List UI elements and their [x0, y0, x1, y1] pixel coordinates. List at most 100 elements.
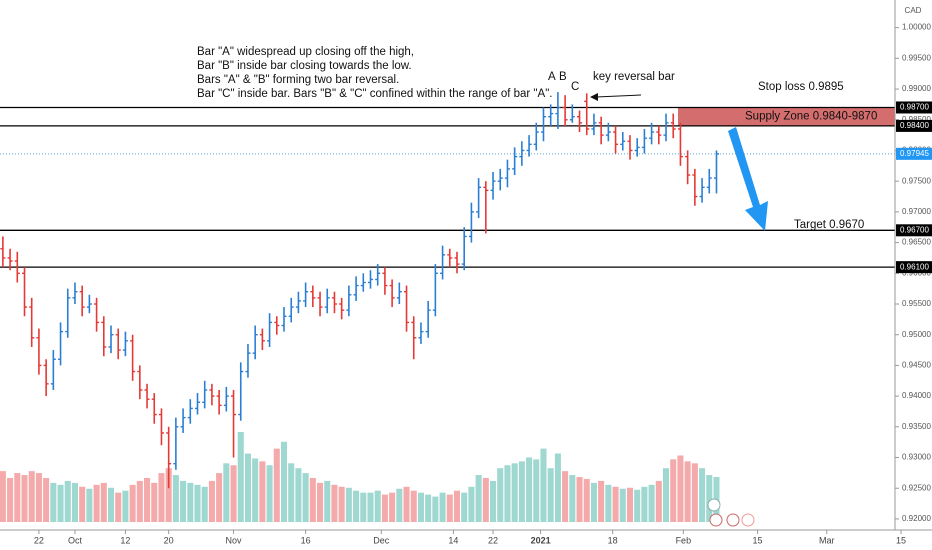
- volume-bar: [122, 490, 129, 522]
- volume-bar: [598, 480, 605, 522]
- level-badge: [896, 119, 932, 132]
- volume-bar: [432, 496, 439, 522]
- x-tick-label: Feb: [676, 535, 692, 545]
- volume-bar: [605, 484, 612, 522]
- volume-bar: [302, 473, 309, 522]
- volume-bar: [100, 482, 107, 522]
- price-pane: [0, 92, 720, 489]
- x-tick-label: 14: [448, 535, 458, 545]
- volume-bar: [410, 490, 417, 522]
- volume-bar: [345, 487, 352, 522]
- volume-bar: [619, 488, 626, 522]
- volume-bar: [562, 471, 569, 522]
- volume-bar: [634, 489, 641, 522]
- last-price-label: 0.97945: [900, 149, 929, 158]
- volume-bar: [374, 490, 381, 522]
- volume-bar: [670, 459, 677, 522]
- y-tick-label: 0.96500: [902, 238, 931, 247]
- volume-bar: [684, 461, 691, 522]
- volume-bar: [50, 482, 57, 522]
- volume-bar: [360, 492, 367, 522]
- y-tick-label: 0.92000: [902, 514, 931, 523]
- volume-bar: [583, 478, 590, 522]
- target-label: Target 0.9670: [794, 219, 864, 231]
- level-badge: [896, 224, 932, 237]
- volume-bar: [706, 475, 713, 522]
- supply-zone: [678, 107, 895, 126]
- note-line: Bar "B" inside bar closing towards the l…: [197, 60, 412, 72]
- level-label: 0.98400: [900, 121, 929, 130]
- y-tick-label: 0.97000: [902, 207, 931, 216]
- volume-bar: [453, 490, 461, 522]
- volume-bar: [482, 477, 489, 522]
- volume-bar: [655, 480, 662, 522]
- key-reversal-label: key reversal bar: [593, 71, 675, 83]
- volume-bar: [626, 487, 634, 522]
- volume-bar: [208, 480, 215, 522]
- volume-bar: [7, 477, 14, 522]
- volume-bar: [216, 473, 223, 522]
- y-tick-label: 0.93000: [902, 453, 931, 462]
- volume-bar: [79, 486, 86, 522]
- level-badge: [896, 261, 932, 274]
- volume-bar: [158, 473, 165, 522]
- volume-bar: [446, 494, 453, 522]
- volume-bar: [35, 473, 42, 522]
- volume-bar: [223, 463, 230, 522]
- volume-bar: [244, 453, 251, 522]
- volume-bar: [338, 486, 345, 522]
- x-tick-label: 22: [488, 535, 498, 545]
- volume-bar: [180, 480, 187, 522]
- volume-bar: [129, 484, 136, 522]
- supply-zone-label: Supply Zone 0.9840-9870: [745, 111, 877, 123]
- volume-bar: [64, 480, 71, 522]
- volume-bar: [21, 475, 28, 522]
- volume-bar: [518, 461, 525, 522]
- volume-bar: [367, 492, 374, 522]
- volume-bar: [14, 473, 21, 522]
- y-tick-label: 0.99000: [902, 84, 931, 93]
- x-tick-label: Dec: [373, 535, 390, 545]
- x-tick-label: 22: [34, 535, 44, 545]
- volume-bar: [107, 487, 115, 522]
- volume-bar: [403, 486, 410, 522]
- event-icon: [726, 513, 740, 527]
- volume-bar: [0, 471, 6, 522]
- last-price-badge: [896, 147, 932, 160]
- volume-bar: [57, 484, 64, 522]
- volume-bar: [165, 468, 172, 522]
- volume-bar: [641, 486, 648, 522]
- volume-bar: [230, 465, 237, 522]
- volume-bar: [504, 465, 511, 522]
- y-tick-label: 0.98500: [902, 115, 931, 124]
- volume-bar: [331, 484, 338, 522]
- annotations: Bar "A" widespread up closing off the hi…: [197, 46, 864, 527]
- volume-bar: [662, 468, 670, 522]
- volume-bar: [396, 488, 403, 522]
- level-badge: [896, 101, 932, 114]
- volume-bar: [288, 463, 295, 522]
- label-c: C: [571, 81, 579, 93]
- level-label: 0.96700: [900, 225, 929, 234]
- volume-bar: [389, 492, 396, 522]
- volume-bar: [201, 486, 208, 522]
- volume-bar: [526, 457, 533, 522]
- y-tick-label: 0.94000: [902, 391, 931, 400]
- volume-bar: [136, 480, 143, 522]
- volume-bar: [86, 488, 93, 522]
- label-a: A: [548, 71, 556, 83]
- volume-bar: [252, 458, 259, 522]
- volume-bar: [144, 477, 151, 522]
- volume-bar: [381, 494, 388, 522]
- x-tick-label: 20: [164, 535, 174, 545]
- volume-bar: [612, 486, 619, 522]
- volume-bar: [677, 455, 684, 522]
- volume-bar: [540, 448, 547, 522]
- volume-bar: [295, 468, 302, 522]
- y-tick-label: 0.94500: [902, 361, 931, 370]
- y-tick-label: 0.93500: [902, 422, 931, 431]
- volume-bar: [280, 441, 288, 522]
- levels: [0, 106, 895, 268]
- volume-bar: [309, 477, 316, 522]
- y-tick-label: 0.95500: [902, 299, 931, 308]
